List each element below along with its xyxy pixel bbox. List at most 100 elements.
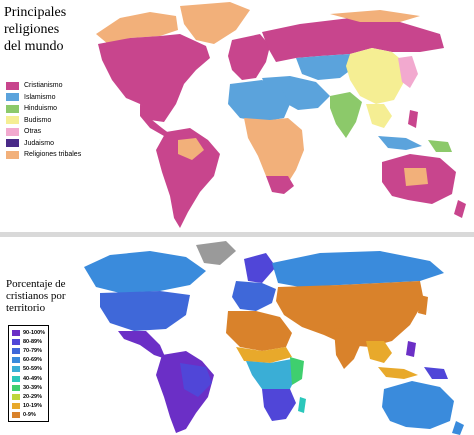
legend-item: Budismo [6,115,81,127]
legend-swatch [6,139,19,148]
greenland-region [180,2,250,44]
legend-label: 40-49% [23,375,42,382]
bottom-map-title: Porcentaje de cristianos por territorio [6,278,76,314]
legend-label: Cristianismo [24,82,63,90]
panel-divider [0,232,474,237]
japan-region [418,295,428,315]
legend-item: 10-19% [12,402,45,411]
title-line: Porcentaje de [6,278,66,290]
legend-swatch [6,116,19,125]
legend-item: Cristianismo [6,80,81,92]
russia-region [272,251,444,287]
legend-item: Islamismo [6,92,81,104]
legend-label: 90-100% [23,329,46,336]
greenland-region [196,241,236,265]
north-america-region [98,34,210,122]
title-line: territorio [6,302,46,314]
legend-item: 20-29% [12,392,45,401]
christian-percentage-map-panel: Porcentaje de cristianos por territorio … [0,237,474,435]
brazil-region [180,363,212,397]
africa-tribal-region [244,118,304,190]
australia-region [382,381,454,429]
new-guinea-region [428,140,452,152]
legend-swatch [6,150,19,159]
philippines-region [408,110,418,128]
southeast-asia-region [366,104,392,128]
legend-item: Religiones tribales [6,149,81,161]
legend-label: Otras [24,128,42,136]
south-america-region [156,128,220,228]
top-map-title: Principales religiones del mundo [4,4,94,55]
northern-europe-region [244,253,276,283]
legend-swatch [12,384,20,391]
russia-region [262,18,444,62]
legend-swatch [12,329,20,336]
australia-tribal-region [404,168,428,186]
southeast-asia-region [366,341,392,363]
southern-africa-region [266,176,294,194]
philippines-region [406,341,416,357]
india-region [334,327,362,369]
christian-percentage-world-map [84,241,464,435]
legend-label: 80-89% [23,338,42,345]
legend-item: 80-89% [12,337,45,346]
sahel-region [236,347,292,363]
legend-label: Religiones tribales [24,151,82,159]
legend-item: 70-79% [12,346,45,355]
madagascar-region [298,397,306,413]
legend-swatch [6,93,19,102]
north-america-arctic-region [96,12,178,44]
legend-label: 70-79% [23,347,42,354]
legend-label: 20-29% [23,393,42,400]
legend-swatch [6,81,19,90]
legend-item: 50-59% [12,365,45,374]
legend-swatch [12,412,20,419]
europe-region [232,281,276,311]
central-asia-region [296,54,356,80]
legend-item: 0-9% [12,411,45,420]
title-line: religiones [4,22,60,37]
title-line: Principales [4,5,67,20]
legend-label: 60-69% [23,357,42,364]
legend-label: 0-9% [23,412,36,419]
legend-label: Hinduismo [24,105,58,113]
legend-label: Judaismo [24,139,54,147]
legend-label: Islamismo [24,93,56,101]
india-region [330,92,362,138]
religions-legend: Cristianismo Islamismo Hinduismo Budismo… [6,80,81,161]
china-region [346,48,404,104]
legend-swatch [12,403,20,410]
legend-item: Otras [6,126,81,138]
indonesia-region [378,367,418,379]
new-zealand-region [454,200,466,218]
legend-item: 90-100% [12,328,45,337]
title-line: cristianos por [6,290,66,302]
north-africa-region [228,80,290,122]
title-line: del mundo [4,39,64,54]
north-africa-region [226,311,292,351]
legend-item: 30-39% [12,383,45,392]
legend-swatch [12,375,20,382]
usa-region [100,291,190,331]
legend-swatch [12,357,20,364]
legend-swatch [6,127,19,136]
new-zealand-region [452,421,464,435]
religions-world-map [96,2,466,228]
central-africa-region [246,359,298,397]
south-america-region [156,351,214,433]
southern-africa-region [262,389,296,421]
legend-item: 60-69% [12,356,45,365]
legend-swatch [6,104,19,113]
mexico-region [118,331,166,359]
europe-region [228,34,270,80]
legend-label: Budismo [24,116,52,124]
legend-swatch [12,347,20,354]
canada-region [84,251,206,293]
amazon-tribal-region [178,138,204,160]
legend-swatch [12,393,20,400]
siberia-tribal-region [330,10,420,22]
east-africa-region [290,357,304,385]
legend-item: 40-49% [12,374,45,383]
legend-swatch [12,366,20,373]
new-guinea-region [424,367,448,379]
